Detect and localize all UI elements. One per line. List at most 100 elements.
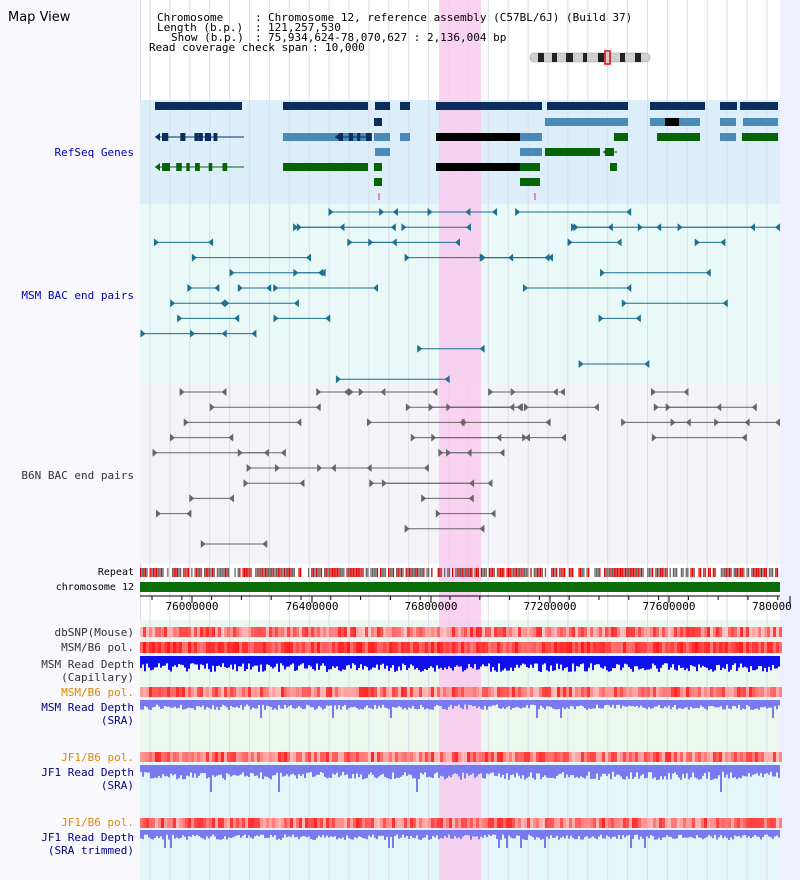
track-label-msm-depth-sra[interactable]: MSM Read Depth (41, 701, 134, 714)
track-label-jf1-b6-pol[interactable]: JF1/B6 pol. (61, 751, 134, 764)
pol-heat-cell (209, 627, 212, 637)
depth-bar (390, 830, 392, 837)
pol-heat-cell (149, 687, 152, 697)
repeat-mark (335, 568, 337, 577)
track-label-msm-bac[interactable]: MSM BAC end pairs (21, 289, 134, 302)
track-label-dbsnp[interactable]: dbSNP(Mouse) (54, 626, 134, 639)
track-label-msm-depth-capillary[interactable]: MSM Read Depth (41, 658, 134, 671)
repeat-mark (447, 568, 449, 577)
pol-heat-cell (215, 752, 218, 762)
depth-bar (468, 700, 470, 705)
depth-bar (772, 830, 774, 839)
depth-bar (672, 830, 674, 839)
pol-heat-cell (413, 818, 416, 828)
track-label-refseq-genes[interactable]: RefSeq Genes (54, 146, 134, 159)
depth-bar (350, 656, 352, 669)
repeat-mark (741, 568, 743, 577)
length-value: 121,257,530 (268, 21, 341, 34)
depth-bar (252, 765, 254, 774)
depth-bar (658, 656, 660, 672)
depth-bar (224, 830, 226, 837)
depth-bar (390, 700, 392, 718)
bac-end-marker (170, 299, 176, 308)
pol-heat-cell (494, 642, 497, 653)
pol-heat-cell (437, 752, 440, 762)
depth-bar (628, 656, 630, 668)
pol-heat-cell (386, 642, 389, 653)
pol-heat-cell (701, 752, 704, 762)
depth-bar (590, 700, 592, 709)
repeat-mark (391, 568, 393, 577)
depth-bar (718, 656, 720, 665)
track-label-b6n-bac[interactable]: B6N BAC end pairs (21, 469, 134, 482)
depth-bar (678, 700, 680, 709)
bac-end-marker (515, 208, 521, 216)
track-label-jf1-depth-trimmed[interactable]: JF1 Read Depth (41, 831, 134, 844)
ideogram-position-marker (604, 50, 611, 65)
track-label-msm-b6-pol[interactable]: MSM/B6 pol. (61, 641, 134, 654)
pol-heat-cell (563, 642, 566, 653)
depth-bar (628, 700, 630, 706)
pol-heat-cell (461, 627, 464, 637)
pol-heat-cell (695, 642, 698, 653)
depth-bar (332, 765, 334, 774)
pol-heat-cell (578, 818, 581, 828)
depth-bar (512, 656, 514, 671)
pol-heat-cell (683, 752, 686, 762)
gene-arrow (545, 148, 550, 156)
pol-heat-cell (692, 642, 695, 653)
depth-bar (650, 765, 652, 773)
depth-bar (162, 765, 164, 775)
info-separator: : (255, 31, 262, 44)
depth-bar (698, 700, 700, 709)
depth-bar (350, 700, 352, 708)
pol-heat-cell (212, 627, 215, 637)
bac-end-marker (246, 464, 252, 472)
pol-heat-cell (392, 627, 395, 637)
bac-end-marker (237, 284, 243, 292)
depth-bar (418, 830, 420, 840)
depth-bar (206, 700, 208, 707)
depth-bar (722, 765, 724, 772)
depth-bar (242, 830, 244, 836)
depth-bar (510, 830, 512, 838)
depth-bar (170, 700, 172, 708)
track-label-repeat[interactable]: Repeat (97, 567, 134, 578)
pol-heat-cell (290, 627, 293, 637)
pol-heat-cell (245, 818, 248, 828)
pol-heat-cell (344, 627, 347, 637)
pol-heat-cell (239, 642, 242, 653)
depth-bar (244, 656, 246, 672)
pol-heat-cell (623, 627, 626, 637)
pol-heat-cell (392, 687, 395, 697)
track-label-msm-b6-pol-2[interactable]: MSM/B6 pol. (61, 686, 134, 699)
depth-bar (448, 656, 450, 667)
repeat-mark (228, 568, 230, 577)
pol-heat-cell (167, 818, 170, 828)
pol-heat-cell (266, 642, 269, 653)
depth-bar (444, 830, 446, 836)
depth-bar (146, 830, 148, 835)
pol-heat-cell (374, 627, 377, 637)
pol-heat-cell (362, 642, 365, 653)
depth-bar (460, 656, 462, 667)
depth-bar (214, 765, 216, 777)
depth-bar (312, 765, 314, 778)
depth-bar (148, 765, 150, 773)
depth-bar (446, 830, 448, 838)
pol-heat-cell (353, 642, 356, 653)
repeat-mark (210, 568, 212, 577)
gene-block (520, 148, 542, 156)
track-label-jf1-depth-sra[interactable]: JF1 Read Depth (41, 766, 134, 779)
repeat-mark (461, 568, 463, 577)
pol-heat-cell (296, 818, 299, 828)
pol-heat-cell (359, 752, 362, 762)
depth-bar (280, 830, 282, 840)
pol-heat-cell (359, 687, 362, 697)
pol-heat-cell (383, 818, 386, 828)
depth-bar (690, 700, 692, 707)
pol-heat-cell (185, 642, 188, 653)
bac-end-marker (328, 208, 334, 216)
track-label-jf1-b6-pol-2[interactable]: JF1/B6 pol. (61, 816, 134, 829)
pol-heat-cell (440, 818, 443, 828)
